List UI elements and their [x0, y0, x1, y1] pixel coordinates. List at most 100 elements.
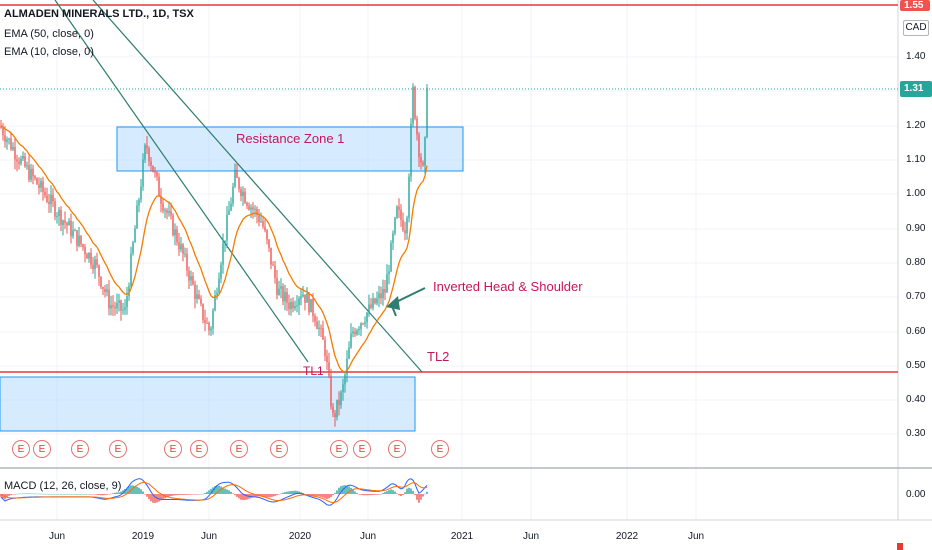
candle-body [220, 264, 222, 279]
candle-body [232, 186, 234, 204]
macd-legend[interactable]: MACD (12, 26, close, 9) [4, 480, 122, 492]
candle-body [316, 321, 318, 329]
candle-body [314, 315, 316, 322]
currency-button[interactable]: CAD [903, 20, 929, 36]
macd-histogram-bar [32, 493, 34, 495]
trendline-tl2[interactable] [92, 0, 423, 373]
trendline-tl1[interactable] [54, 0, 309, 363]
macd-histogram-bar [60, 493, 62, 495]
x-tick: Jun [48, 531, 66, 542]
macd-histogram-bar [252, 494, 254, 498]
macd-histogram-bar [192, 494, 194, 495]
pattern-label[interactable]: Inverted Head & Shoulder [433, 279, 583, 294]
candle-body [114, 306, 116, 309]
earnings-marker[interactable]: E [431, 440, 449, 458]
earnings-marker[interactable]: E [330, 440, 348, 458]
candle-body [152, 165, 154, 172]
earnings-marker[interactable]: E [164, 440, 182, 458]
candle-body [250, 207, 252, 210]
macd-histogram-bar [116, 492, 118, 494]
scroll-handle[interactable] [897, 543, 903, 550]
candle-body [408, 176, 410, 218]
x-tick: 2020 [288, 531, 312, 542]
macd-histogram-bar [254, 494, 256, 497]
candle-body [304, 294, 306, 303]
macd-histogram-bar [318, 494, 320, 497]
earnings-marker[interactable]: E [388, 440, 406, 458]
candle-body [328, 362, 330, 376]
macd-histogram-bar [58, 493, 60, 495]
candle-body [172, 215, 174, 236]
macd-histogram-bar [108, 494, 110, 495]
macd-histogram-bar [386, 491, 388, 494]
candle-body [142, 159, 144, 187]
earnings-marker[interactable]: E [190, 440, 208, 458]
macd-histogram-bar [134, 485, 136, 494]
candle-body [344, 374, 346, 385]
tl1-label[interactable]: TL1 [303, 364, 324, 378]
arrow-pattern[interactable] [386, 287, 426, 317]
ema10-legend[interactable]: EMA (10, close, 0) [4, 46, 94, 58]
earnings-marker[interactable]: E [71, 440, 89, 458]
earnings-marker[interactable]: E [12, 440, 30, 458]
earnings-marker[interactable]: E [230, 440, 248, 458]
resistance-label[interactable]: Resistance Zone 1 [236, 131, 345, 146]
resistance-zone[interactable] [116, 126, 464, 172]
macd-histogram-bar [202, 493, 204, 495]
macd-histogram-bar [182, 494, 184, 495]
candle-body [398, 206, 400, 210]
macd-histogram-bar [100, 494, 102, 496]
macd-histogram-bar [208, 490, 210, 494]
symbol-legend[interactable]: ALMADEN MINERALS LTD., 1D, TSX [4, 8, 194, 20]
y-tick: 0.60 [906, 326, 926, 337]
macd-histogram-bar [38, 493, 40, 495]
y-tick: 0.90 [906, 223, 926, 234]
candle-body [104, 288, 106, 292]
candle-body [386, 274, 388, 293]
candle-body [356, 330, 358, 335]
x-tick: 2019 [131, 531, 155, 542]
candle-body [406, 217, 408, 234]
macd-histogram-bar [352, 489, 354, 494]
candle-body [372, 298, 374, 308]
earnings-marker[interactable]: E [33, 440, 51, 458]
ema50-legend[interactable]: EMA (50, close, 0) [4, 28, 94, 40]
candle-body [320, 327, 322, 329]
candle-body [16, 159, 18, 162]
candle-body [272, 264, 274, 266]
candle-body [146, 145, 148, 149]
macd-histogram-bar [62, 493, 64, 495]
candle-body [218, 278, 220, 293]
macd-histogram-bar [80, 493, 82, 495]
earnings-marker[interactable]: E [109, 440, 127, 458]
candle-body [286, 291, 288, 303]
earnings-marker[interactable]: E [353, 440, 371, 458]
tl2-label[interactable]: TL2 [427, 349, 450, 364]
candle-body [214, 295, 216, 311]
candle-body [122, 309, 124, 311]
candle-body [106, 289, 108, 292]
support-zone[interactable] [0, 376, 416, 432]
candle-body [56, 216, 58, 218]
candle-body [414, 86, 416, 119]
candle-body [24, 155, 26, 167]
macd-histogram-bar [424, 493, 426, 495]
macd-histogram-bar [370, 494, 372, 496]
candle-body [358, 328, 360, 331]
macd-histogram-bar [20, 493, 22, 495]
macd-histogram-bar [242, 494, 244, 501]
macd-histogram-bar [64, 493, 66, 495]
earnings-marker[interactable]: E [270, 440, 288, 458]
candle-body [66, 222, 68, 226]
x-tick: Jun [200, 531, 218, 542]
macd-histogram-bar [42, 493, 44, 495]
macd-histogram-bar [216, 485, 218, 494]
candle-body [240, 189, 242, 197]
macd-histogram-bar [206, 491, 208, 494]
macd-histogram-bar [174, 494, 176, 496]
candle-body [374, 298, 376, 304]
y-tick: 0.50 [906, 360, 926, 371]
macd-histogram-bar [140, 489, 142, 494]
candle-body [418, 134, 420, 158]
